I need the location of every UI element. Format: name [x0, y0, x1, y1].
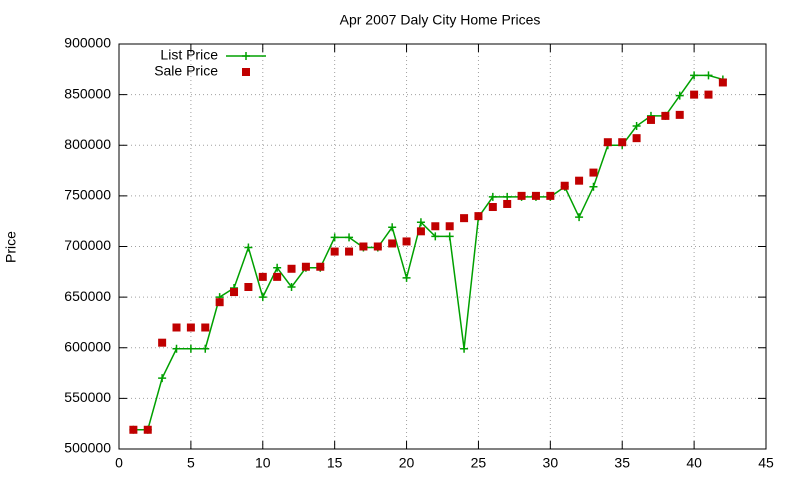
- point: [158, 374, 167, 383]
- point: [474, 212, 483, 221]
- point: [316, 262, 325, 271]
- point: [675, 110, 684, 119]
- point: [402, 237, 411, 246]
- x-tick-label: 20: [399, 455, 415, 471]
- point: [244, 243, 253, 252]
- x-tick-label: 40: [686, 455, 702, 471]
- point: [675, 91, 684, 100]
- y-tick-label: 900000: [64, 35, 111, 51]
- point: [201, 323, 210, 332]
- point: [186, 344, 195, 353]
- point: [704, 71, 713, 80]
- y-tick-label: 800000: [64, 136, 111, 152]
- point: [258, 293, 267, 302]
- x-tick-label: 0: [115, 455, 123, 471]
- point: [431, 232, 440, 241]
- legend-label: Sale Price: [154, 63, 218, 79]
- point: [445, 232, 454, 241]
- point: [589, 168, 598, 177]
- point: [244, 283, 253, 291]
- point: [388, 239, 397, 248]
- point: [359, 242, 368, 251]
- y-axis-label: Price: [3, 231, 19, 263]
- point: [186, 323, 195, 332]
- point: [460, 214, 469, 223]
- point: [172, 323, 181, 332]
- point: [718, 78, 727, 87]
- x-tick-label: 10: [255, 455, 271, 471]
- point: [143, 425, 152, 434]
- point: [690, 71, 699, 80]
- point: [488, 192, 497, 201]
- point: [402, 273, 411, 282]
- y-tick-label: 650000: [64, 288, 111, 304]
- x-tick-label: 35: [614, 455, 630, 471]
- point: [445, 222, 454, 231]
- point: [287, 283, 296, 291]
- y-tick-label: 600000: [64, 338, 111, 354]
- point: [345, 247, 354, 256]
- point: [618, 138, 627, 147]
- point: [201, 344, 210, 353]
- point: [646, 115, 655, 124]
- y-tick-label: 550000: [64, 389, 111, 405]
- y-tick-label: 500000: [64, 440, 111, 456]
- point: [632, 134, 641, 143]
- point: [287, 264, 296, 273]
- point: [531, 191, 540, 200]
- point: [661, 111, 670, 120]
- point: [546, 191, 555, 200]
- point: [129, 425, 138, 434]
- point: [503, 192, 512, 201]
- point: [388, 223, 397, 232]
- point: [172, 344, 181, 353]
- point: [517, 191, 526, 200]
- marks: [129, 71, 727, 434]
- point: [242, 52, 250, 60]
- point: [215, 298, 224, 307]
- point: [503, 199, 512, 208]
- point: [690, 90, 699, 99]
- point: [301, 262, 310, 271]
- point: [345, 233, 354, 242]
- point: [330, 233, 339, 242]
- point: [575, 176, 584, 185]
- point: [273, 272, 282, 281]
- y-tick-label: 750000: [64, 187, 111, 203]
- chart-title: Apr 2007 Daly City Home Prices: [340, 12, 541, 28]
- plot-frame: [118, 43, 767, 450]
- grid: 500000 550000 600000 650000 700000 750000 8000…: [64, 35, 774, 471]
- point: [460, 344, 469, 353]
- point: [373, 242, 382, 251]
- point: [416, 227, 425, 236]
- point: [230, 288, 239, 297]
- x-tick-label: 25: [471, 455, 487, 471]
- x-tick-label: 30: [543, 455, 559, 471]
- point: [632, 122, 641, 131]
- point: [258, 272, 267, 281]
- y-tick-label: 700000: [64, 237, 111, 253]
- point: [488, 203, 497, 212]
- legend-label: List Price: [160, 47, 218, 63]
- point: [416, 218, 425, 227]
- point: [242, 68, 250, 76]
- point: [575, 213, 584, 222]
- point: [560, 181, 569, 190]
- point: [431, 222, 440, 231]
- point: [603, 138, 612, 147]
- point: [158, 338, 167, 347]
- x-tick-label: 45: [758, 455, 774, 471]
- point: [704, 90, 713, 99]
- point: [589, 182, 598, 191]
- x-tick-label: 5: [187, 455, 195, 471]
- x-tick-label: 15: [327, 455, 343, 471]
- y-tick-label: 850000: [64, 85, 111, 101]
- point: [273, 263, 282, 272]
- point: [330, 247, 339, 256]
